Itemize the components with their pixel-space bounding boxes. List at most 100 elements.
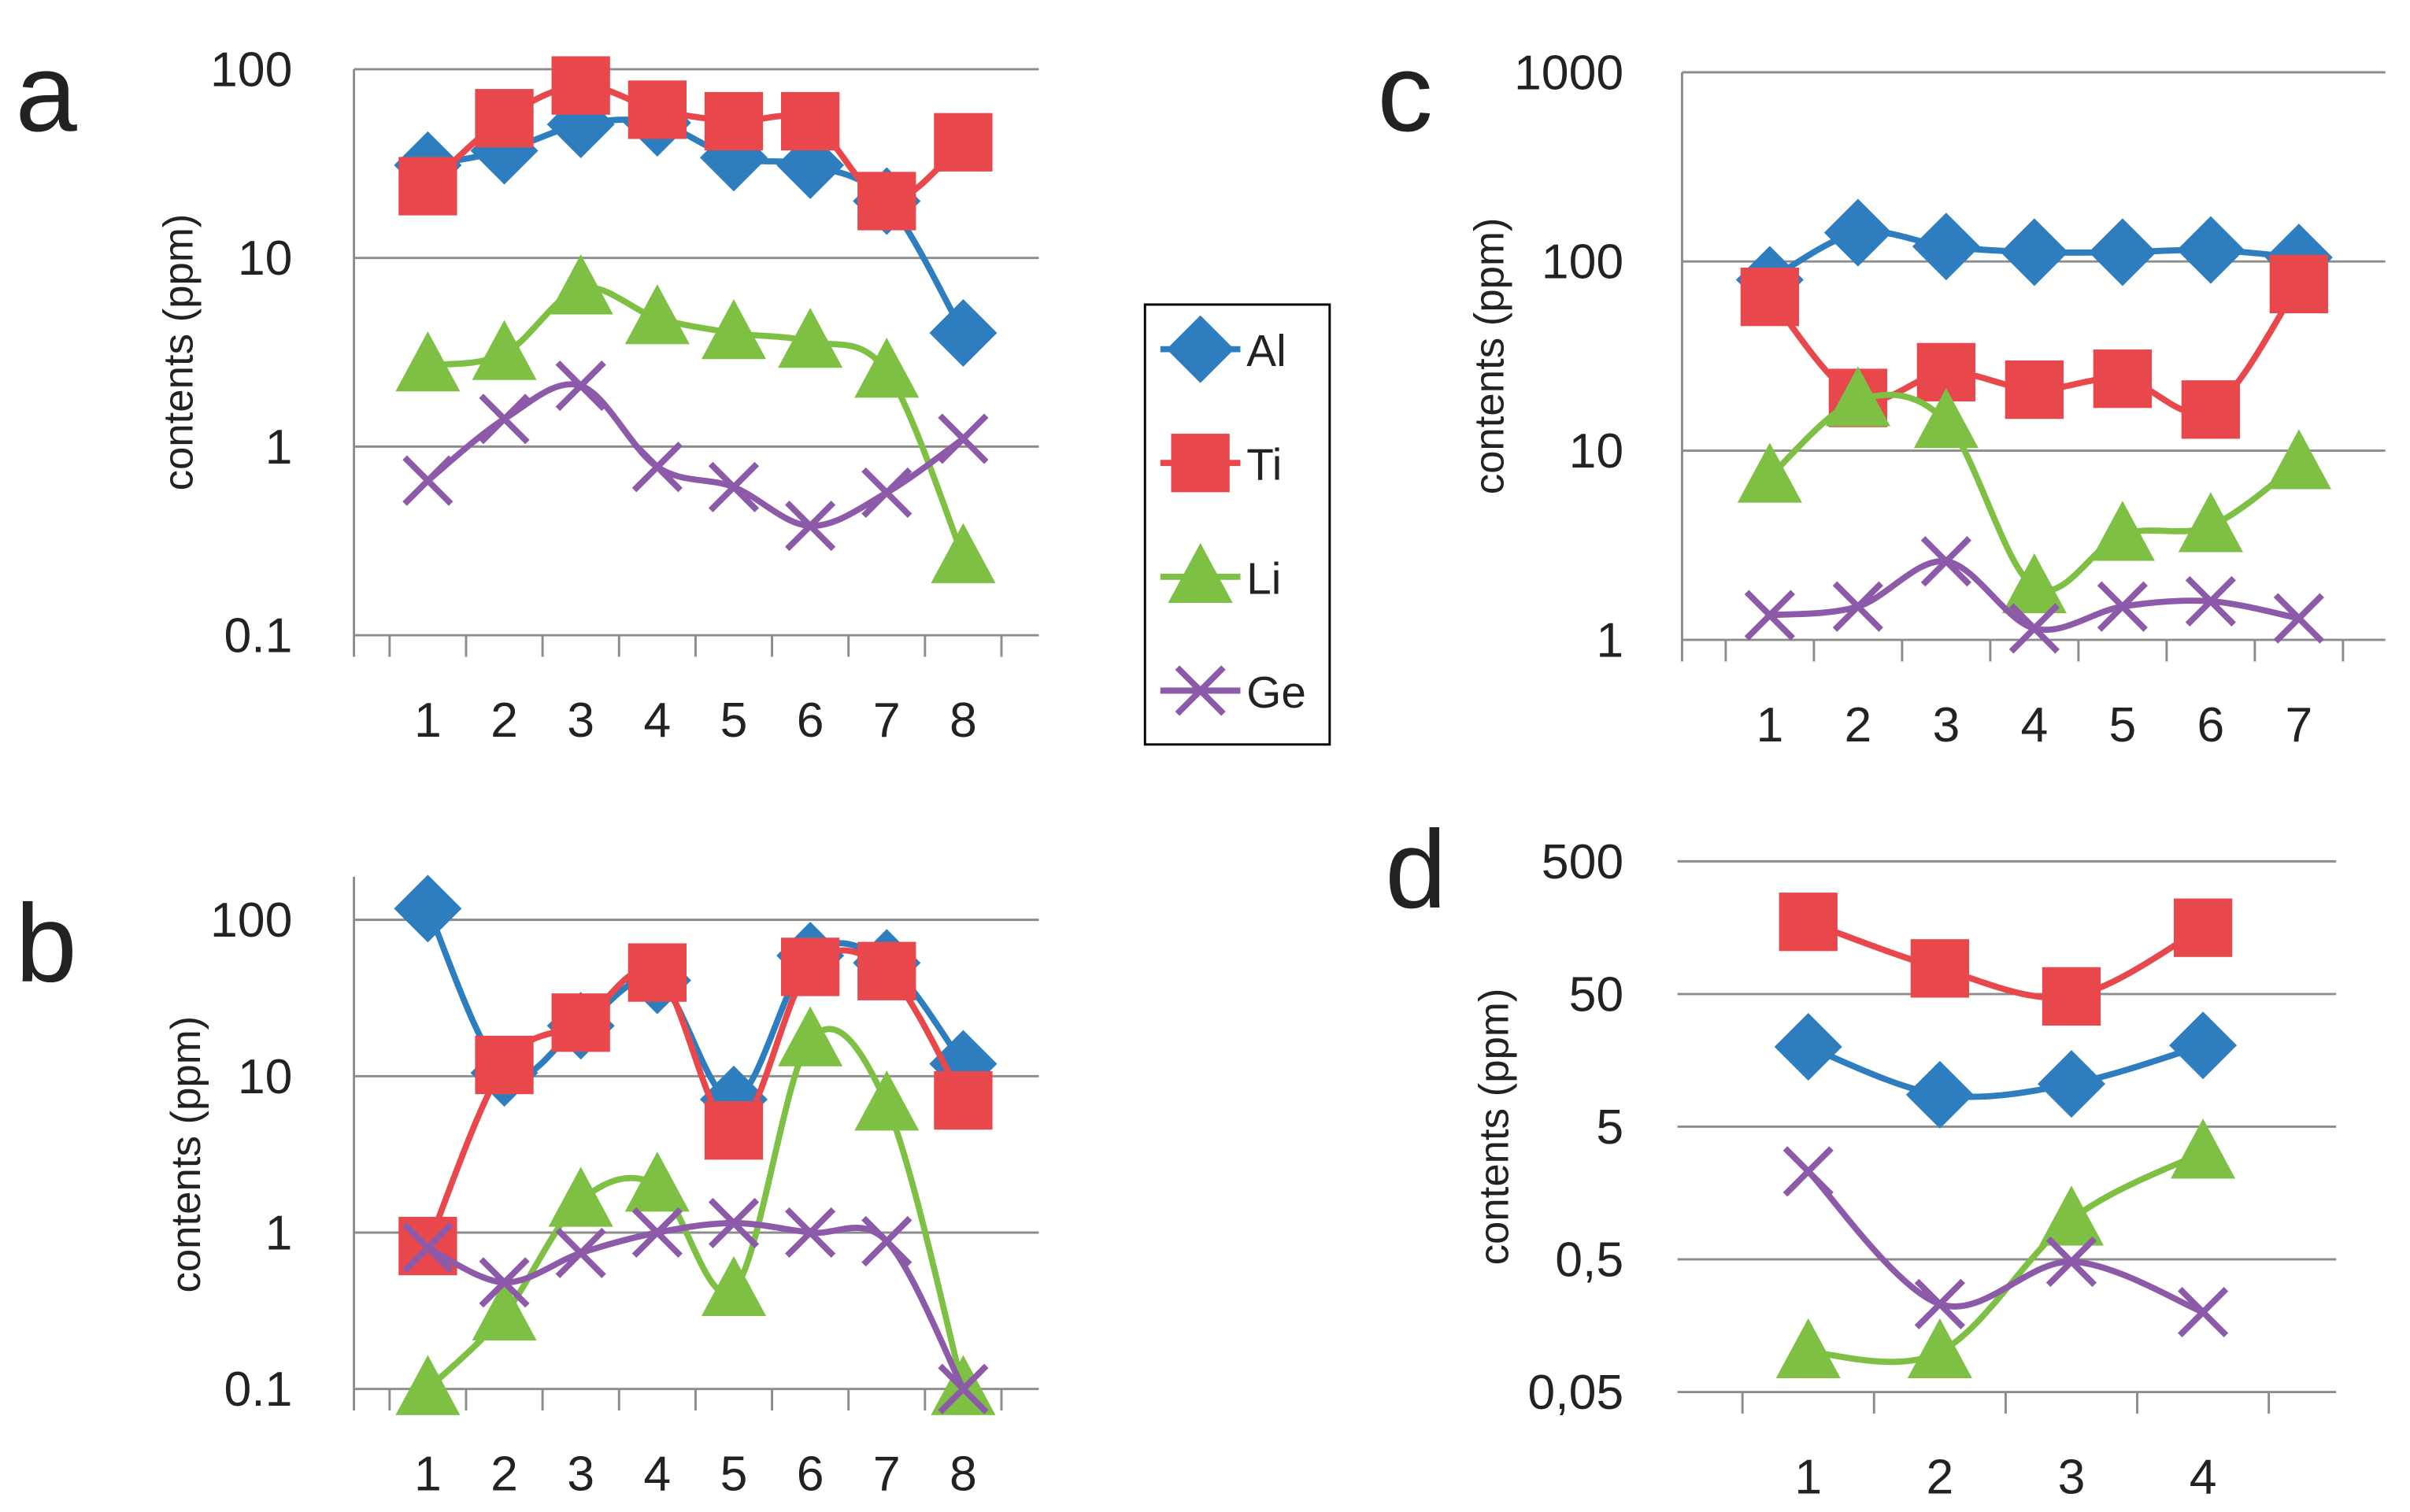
x-tick-label-c-5: 6 [2197,697,2224,752]
x-tick-label-a-7: 8 [950,693,977,748]
point-c-Ge-1 [1744,590,1795,641]
point-b-Ge-8 [938,1363,989,1414]
series-c-Al [1735,198,2333,314]
point-c-Ge-5 [2097,581,2148,632]
point-a-Ge-7-stroke-2 [861,467,913,518]
point-c-Ti-4 [2005,360,2064,420]
point-c-Al-6 [2176,216,2245,284]
point-b-Ti-3 [551,993,610,1052]
point-d-Ti-4 [2173,898,2233,957]
point-c-Li-3 [1913,387,1979,449]
point-a-Ti-6 [780,91,840,151]
point-a-Ge-2 [479,394,530,445]
point-b-Ge-5-stroke-2 [708,1197,760,1249]
x-tick-label-c-1: 2 [1844,697,1871,752]
x-tick-label-a-5: 6 [797,693,824,748]
y-axis-label-c: contents (ppm) [1467,218,1513,495]
x-tick-label-d-2: 3 [2058,1450,2086,1505]
series-a-Ti [398,56,993,231]
y-axis-label-d: contents (ppm) [1472,989,1518,1266]
point-d-Ge-3 [2045,1236,2097,1288]
x-tick-label-b-2: 3 [567,1447,594,1502]
point-b-Ti-6 [780,937,840,996]
point-c-Ge-3-stroke-2 [1920,536,1971,587]
point-b-Li-2 [472,1280,537,1341]
point-b-Ge-5 [708,1197,760,1249]
point-c-Ge-2-stroke-2 [1832,581,1883,632]
point-d-Li-3 [2038,1185,2105,1246]
series-d-Al [1774,1011,2238,1129]
point-c-Ge-1-stroke-2 [1744,590,1795,641]
point-d-Ge-4 [2178,1287,2229,1338]
point-d-Ge-3-stroke-2 [2045,1236,2097,1288]
series-d-Ti [1779,893,2233,1026]
point-a-Ge-5-stroke-2 [708,461,760,512]
point-c-Ti-1 [1740,268,1799,327]
point-b-Ti-2 [475,1035,534,1095]
x-tick-label-d-3: 4 [2190,1450,2217,1505]
point-a-Ti-4 [627,80,687,139]
y-tick-label-d-2: 5 [1596,1100,1623,1155]
x-tick-label-b-1: 2 [491,1447,518,1502]
x-tick-label-b-4: 5 [720,1447,748,1502]
series-d-Ge [1783,1146,2229,1338]
x-tick-label-b-5: 6 [797,1447,824,1502]
legend-label-Ge: Ge [1246,668,1306,718]
point-a-Li-8 [931,523,996,583]
point-c-Li-6 [2178,492,2243,553]
point-d-Li-1 [1775,1318,1841,1379]
point-a-Ge-4-stroke-2 [631,442,683,493]
point-c-Li-7 [2266,429,2331,490]
x-tick-label-a-2: 3 [567,693,594,748]
point-a-Ge-4 [631,442,683,493]
legend-label-Li: Li [1246,554,1281,604]
y-tick-label-c-0: 1 [1596,612,1623,667]
point-a-Ge-2-stroke-2 [479,394,530,445]
series-line-d-Li [1808,1149,2205,1366]
legend-cross-icon [1175,665,1226,716]
point-c-Al-3 [1912,213,1980,281]
point-d-Ge-2-stroke-2 [1914,1278,1965,1329]
y-tick-label-d-3: 50 [1569,967,1624,1022]
point-a-Li-3 [548,254,613,315]
y-axis-label-b: contents (ppm) [163,1016,209,1293]
point-a-Ge-1 [402,455,453,506]
x-tick-label-c-6: 7 [2285,697,2312,752]
series-c-Ge [1744,536,2324,654]
point-b-Ti-4 [627,943,687,1002]
series-b-Ge [402,1197,989,1414]
x-tick-label-a-0: 1 [414,693,442,748]
y-tick-label-b-0: 0.1 [224,1362,292,1417]
x-tick-label-d-0: 1 [1794,1450,1822,1505]
point-a-Ti-7 [857,172,916,231]
series-b-Ti [398,937,993,1276]
point-a-Ti-8 [934,113,993,172]
point-b-Ti-5 [704,1101,764,1160]
series-a-Li [395,254,996,583]
series-line-d-Ge [1805,1169,2205,1315]
y-tick-label-a-3: 100 [210,42,292,97]
y-tick-label-c-3: 1000 [1514,45,1623,100]
point-d-Ge-2 [1914,1278,1965,1329]
legend-diamond-icon [1166,315,1235,383]
point-a-Ti-2 [475,89,534,148]
x-tick-label-a-1: 2 [491,693,518,748]
point-d-Al-1 [1774,1012,1842,1081]
panel-letter-b: b [16,882,77,1005]
point-d-Al-4 [2169,1011,2238,1080]
x-tick-label-c-0: 1 [1756,697,1783,752]
point-c-Ti-7 [2269,254,2329,313]
legend-box [1143,303,1331,746]
panel-letter-a: a [16,31,78,154]
point-d-Ti-2 [1910,939,1969,998]
legend: Al Ti Li Ge [1143,303,1331,746]
y-tick-label-c-2: 100 [1542,235,1623,290]
point-b-Ge-6-stroke-2 [785,1207,836,1259]
point-a-Ge-6 [785,501,836,552]
y-tick-label-a-2: 10 [238,231,293,286]
point-c-Ge-6 [2185,575,2236,627]
series-line-d-Al [1807,1042,2205,1100]
